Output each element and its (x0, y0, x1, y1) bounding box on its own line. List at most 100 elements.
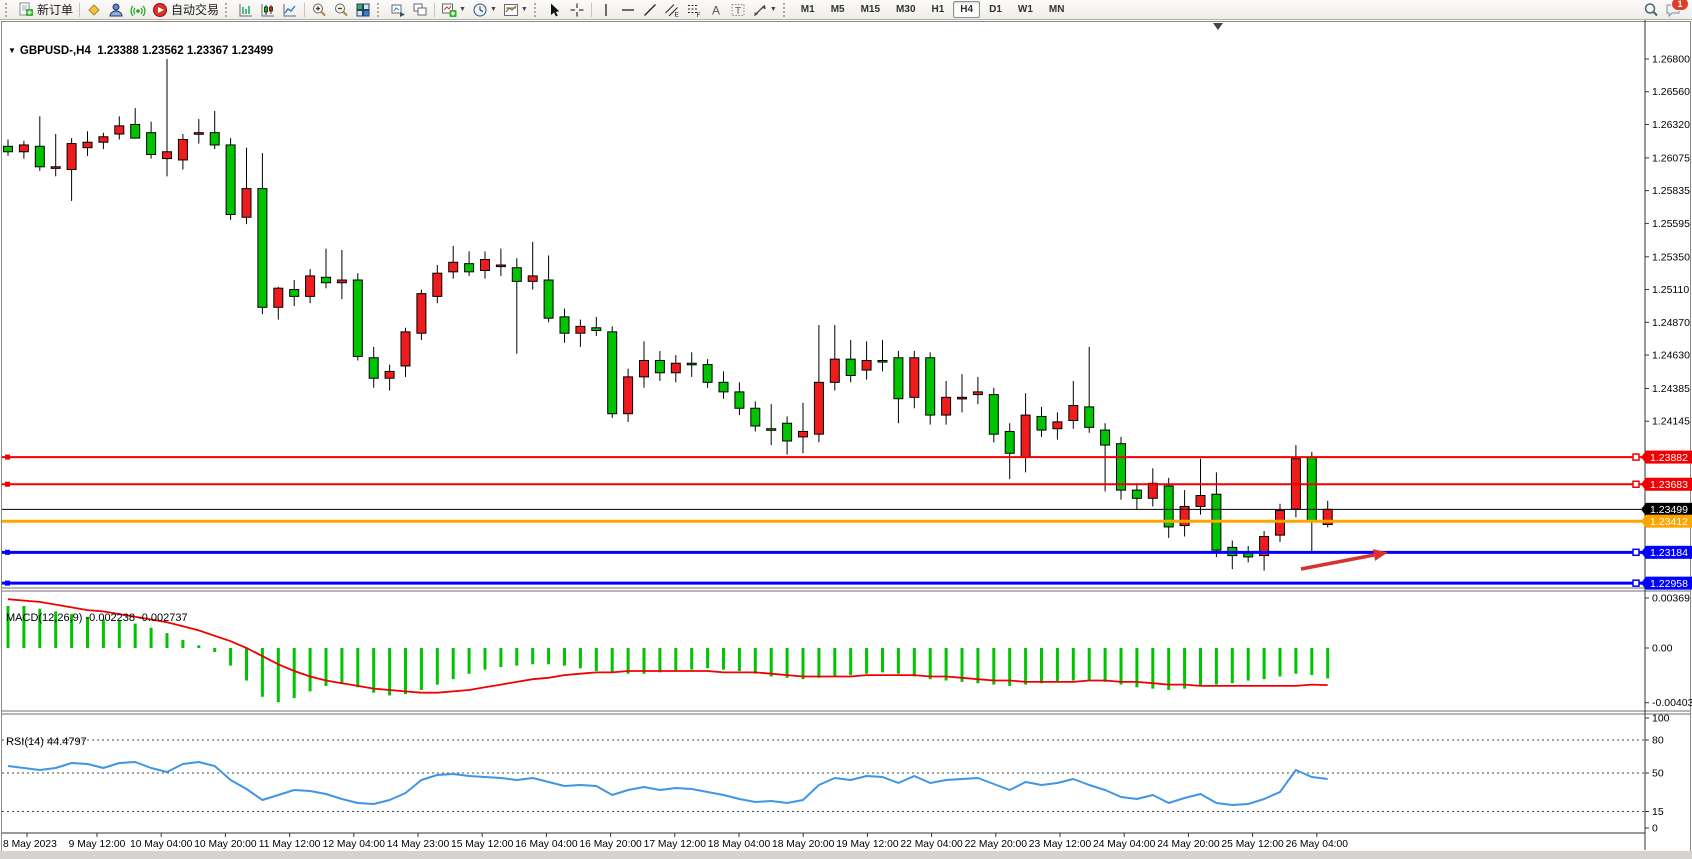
candle-body (527, 275, 538, 282)
hline-1.23882[interactable] (2, 453, 1645, 461)
arrow-annotation[interactable] (1300, 549, 1388, 571)
tf-H1[interactable]: H1 (931, 4, 945, 15)
text-label-button[interactable]: T (727, 0, 749, 20)
hline-1.23184[interactable] (2, 548, 1645, 557)
text-button[interactable]: A (705, 0, 727, 20)
toolbar-grip[interactable] (377, 2, 384, 17)
pane-divider[interactable] (2, 710, 1690, 715)
arrange-windows-button[interactable] (387, 0, 409, 20)
tf-M5[interactable]: M5 (830, 4, 845, 15)
svg-text:23 May 12:00: 23 May 12:00 (1029, 839, 1092, 850)
candle-body (321, 276, 331, 284)
pane-divider[interactable] (2, 587, 1690, 592)
chart-window[interactable]: ▼ GBPUSD-,H4 1.23388 1.23562 1.23367 1.23… (0, 20, 1692, 859)
add-indicator-button[interactable]: ▼ (438, 0, 469, 20)
vertical-line-button[interactable] (595, 0, 617, 20)
toolbar-grip[interactable] (533, 2, 541, 17)
candle-body (384, 370, 395, 379)
svg-text:E: E (674, 11, 679, 18)
svg-text:1.23499: 1.23499 (1650, 504, 1688, 516)
templates-button[interactable]: ▼ (500, 0, 531, 20)
line-handle[interactable] (1632, 480, 1640, 488)
arrows-button[interactable]: ▼ (749, 0, 780, 20)
fibonacci-button[interactable]: F (683, 0, 705, 20)
chart-shift-marker[interactable] (1213, 23, 1223, 30)
candlestick-chart-button[interactable] (257, 0, 279, 20)
collapse-triangle-icon[interactable]: ▼ (8, 46, 16, 55)
zoom-in-icon (311, 2, 327, 18)
tf-M15[interactable]: M15 (860, 4, 881, 15)
line-handle[interactable] (5, 454, 10, 460)
tf-M1[interactable]: M1 (800, 4, 815, 15)
chart-symbol-period: GBPUSD-,H4 (19, 45, 91, 57)
community-button[interactable] (105, 0, 127, 20)
candle-body (782, 422, 793, 442)
candle-body (718, 381, 729, 393)
line-handle[interactable] (5, 549, 10, 555)
new-order-label: 新订单 (37, 3, 74, 17)
candle-body (66, 143, 77, 171)
candle-body (130, 123, 141, 139)
search-button[interactable] (1640, 0, 1662, 20)
auto-trading-button[interactable]: 自动交易 (149, 0, 222, 20)
svg-text:18 May 20:00: 18 May 20:00 (772, 839, 835, 850)
horizontal-line-button[interactable] (617, 0, 639, 20)
trendline-button[interactable] (639, 0, 661, 20)
add-indicator-icon (441, 2, 457, 18)
candle-body (464, 263, 475, 273)
channel-button[interactable]: E (661, 0, 683, 20)
svg-text:1.23412: 1.23412 (1650, 516, 1688, 528)
chart-canvas[interactable]: 1.26800 1.26560 1.26320 1.26075 1.25835 1.255… (0, 20, 1692, 859)
toolbar-grip[interactable] (225, 2, 232, 17)
crosshair-button[interactable] (566, 0, 588, 20)
metaeditor-icon (86, 2, 102, 18)
line-handle[interactable] (1632, 453, 1640, 461)
svg-text:19 May 12:00: 19 May 12:00 (836, 839, 899, 850)
price-tag-1.23683: 1.23683 (1641, 477, 1692, 491)
tf-M30[interactable]: M30 (896, 4, 916, 15)
line-handle[interactable] (5, 580, 10, 586)
clock-icon (472, 2, 488, 18)
period-clock-button[interactable]: ▼ (469, 0, 500, 20)
toolbar-grip[interactable] (782, 2, 790, 17)
candle-body (1195, 495, 1206, 507)
zoom-in-button[interactable] (308, 0, 330, 20)
candle-body (1004, 430, 1015, 454)
candle-body (1259, 535, 1270, 557)
tf-W1[interactable]: W1 (1017, 4, 1033, 15)
cascade-windows-button[interactable] (409, 0, 431, 20)
line-chart-icon (282, 2, 298, 18)
candle-body (988, 394, 999, 435)
hline-1.22958[interactable] (2, 579, 1645, 587)
line-handle[interactable] (1632, 579, 1640, 587)
chart-background[interactable] (0, 20, 1692, 859)
candlestick-chart-icon (260, 2, 276, 18)
auto-trading-icon (152, 2, 168, 18)
candle-body (893, 357, 904, 400)
tf-H4[interactable]: H4 (953, 1, 981, 18)
trendline-icon (642, 2, 658, 18)
candle-body (798, 430, 808, 438)
svg-text:1.25110: 1.25110 (1652, 284, 1689, 296)
toolbar-grip[interactable] (5, 2, 12, 17)
zoom-out-button[interactable] (330, 0, 352, 20)
new-order-button[interactable]: 新订单 (15, 0, 76, 20)
bar-chart-button[interactable] (235, 0, 257, 20)
hline-1.23683[interactable] (2, 480, 1645, 488)
svg-text:1.26800: 1.26800 (1652, 54, 1690, 66)
line-chart-button[interactable] (279, 0, 301, 20)
signals-button[interactable] (127, 0, 149, 20)
ohlc-high: 1.23562 (142, 45, 184, 57)
candle-body (177, 138, 188, 161)
line-handle[interactable] (1632, 548, 1640, 557)
metaeditor-button[interactable] (83, 0, 105, 20)
tf-D1[interactable]: D1 (989, 4, 1002, 15)
svg-text:T: T (735, 6, 741, 17)
tf-MN[interactable]: MN (1048, 4, 1065, 15)
tile-windows-button[interactable] (352, 0, 374, 20)
line-handle[interactable] (5, 481, 10, 487)
templates-icon (503, 2, 519, 18)
candle-body (1131, 489, 1142, 499)
cursor-button[interactable] (544, 0, 566, 20)
chat-button[interactable]: 1 (1662, 0, 1689, 20)
